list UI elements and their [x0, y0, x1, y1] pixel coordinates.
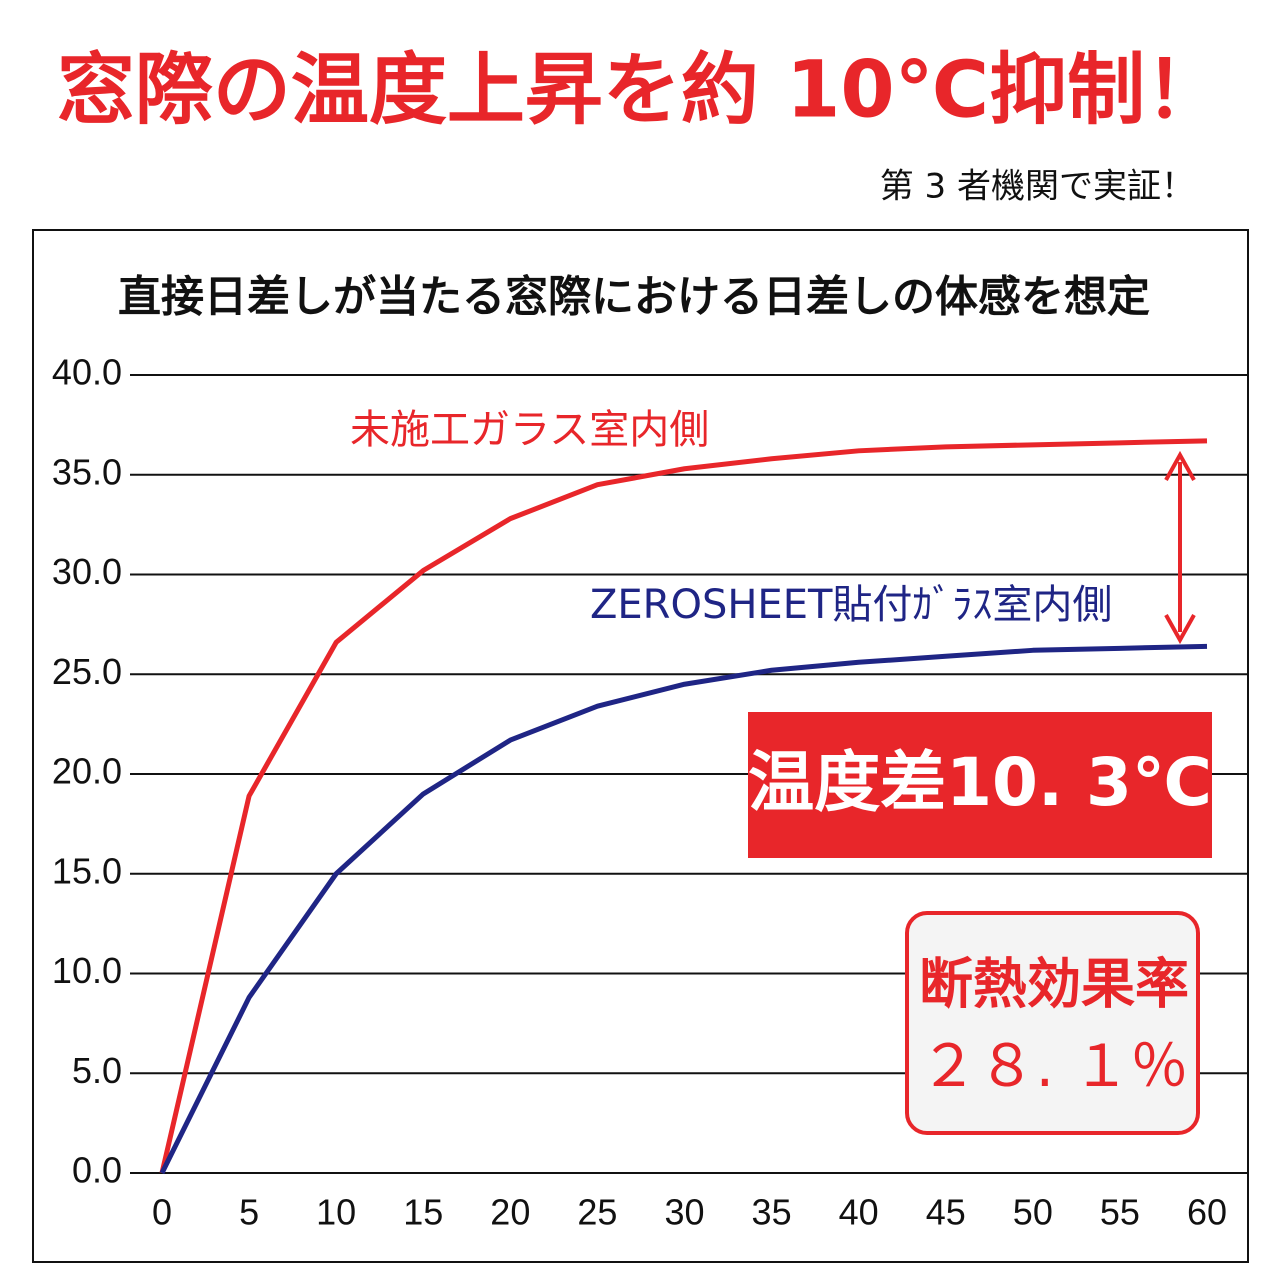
subtitle: 第 3 者機関で実証！	[880, 167, 1195, 207]
y-tick-label: 30.0	[52, 551, 122, 592]
chart-title: 直接日差しが当たる窓際における日差しの体感を想定	[118, 273, 1150, 323]
frame	[32, 229, 1249, 1263]
difference-label: 温度差10. 3℃	[748, 744, 1212, 821]
x-tick-label: 30	[664, 1192, 704, 1233]
x-tick-label: 25	[577, 1192, 617, 1233]
series-line	[159, 438, 1208, 1174]
x-tick-label: 60	[1187, 1192, 1227, 1233]
y-tick-label: 0.0	[72, 1150, 122, 1191]
y-tick-label: 40.0	[52, 352, 122, 393]
arrow-head	[1164, 614, 1196, 645]
x-tick-label: 40	[839, 1192, 879, 1233]
series-label: ZEROSHEET貼付ｶﾞﾗｽ室内側	[590, 582, 1112, 628]
y-tick-label: 10.0	[52, 950, 122, 991]
series-line	[159, 643, 1208, 1175]
x-tick-label: 5	[239, 1192, 259, 1233]
y-tick-label: 20.0	[52, 751, 122, 792]
title: 窓際の温度上昇を約 10℃抑制！	[57, 45, 1223, 135]
difference-arrow	[1164, 450, 1196, 645]
series-label: 未施工ガラス室内側	[350, 407, 709, 453]
arrow-head	[1164, 450, 1196, 481]
x-tick-label: 50	[1013, 1192, 1053, 1233]
effect-label: 断熱効果率	[919, 953, 1189, 1016]
x-tick-label: 45	[926, 1192, 966, 1233]
x-tick-label: 20	[490, 1192, 530, 1233]
lines: 未施工ガラス室内側 ZEROSHEET貼付ｶﾞﾗｽ室内側	[159, 407, 1208, 1175]
grid: 0.0 5.0 10.0 15.0 20.0 25.0 30.0 35.0 40.0 0 5 10 15…	[52, 352, 1248, 1233]
x-tick-label: 55	[1100, 1192, 1140, 1233]
y-tick-label: 5.0	[72, 1050, 122, 1091]
y-tick-label: 35.0	[52, 451, 122, 492]
x-tick-label: 0	[152, 1192, 172, 1233]
x-tick-label: 10	[316, 1192, 356, 1233]
x-tick-label: 15	[403, 1192, 443, 1233]
x-tick-label: 35	[752, 1192, 792, 1233]
difference-box	[748, 712, 1212, 858]
effect-value: ２８. １％	[920, 1032, 1189, 1100]
y-tick-label: 15.0	[52, 850, 122, 891]
y-tick-label: 25.0	[52, 651, 122, 692]
effect-box	[905, 911, 1200, 1135]
